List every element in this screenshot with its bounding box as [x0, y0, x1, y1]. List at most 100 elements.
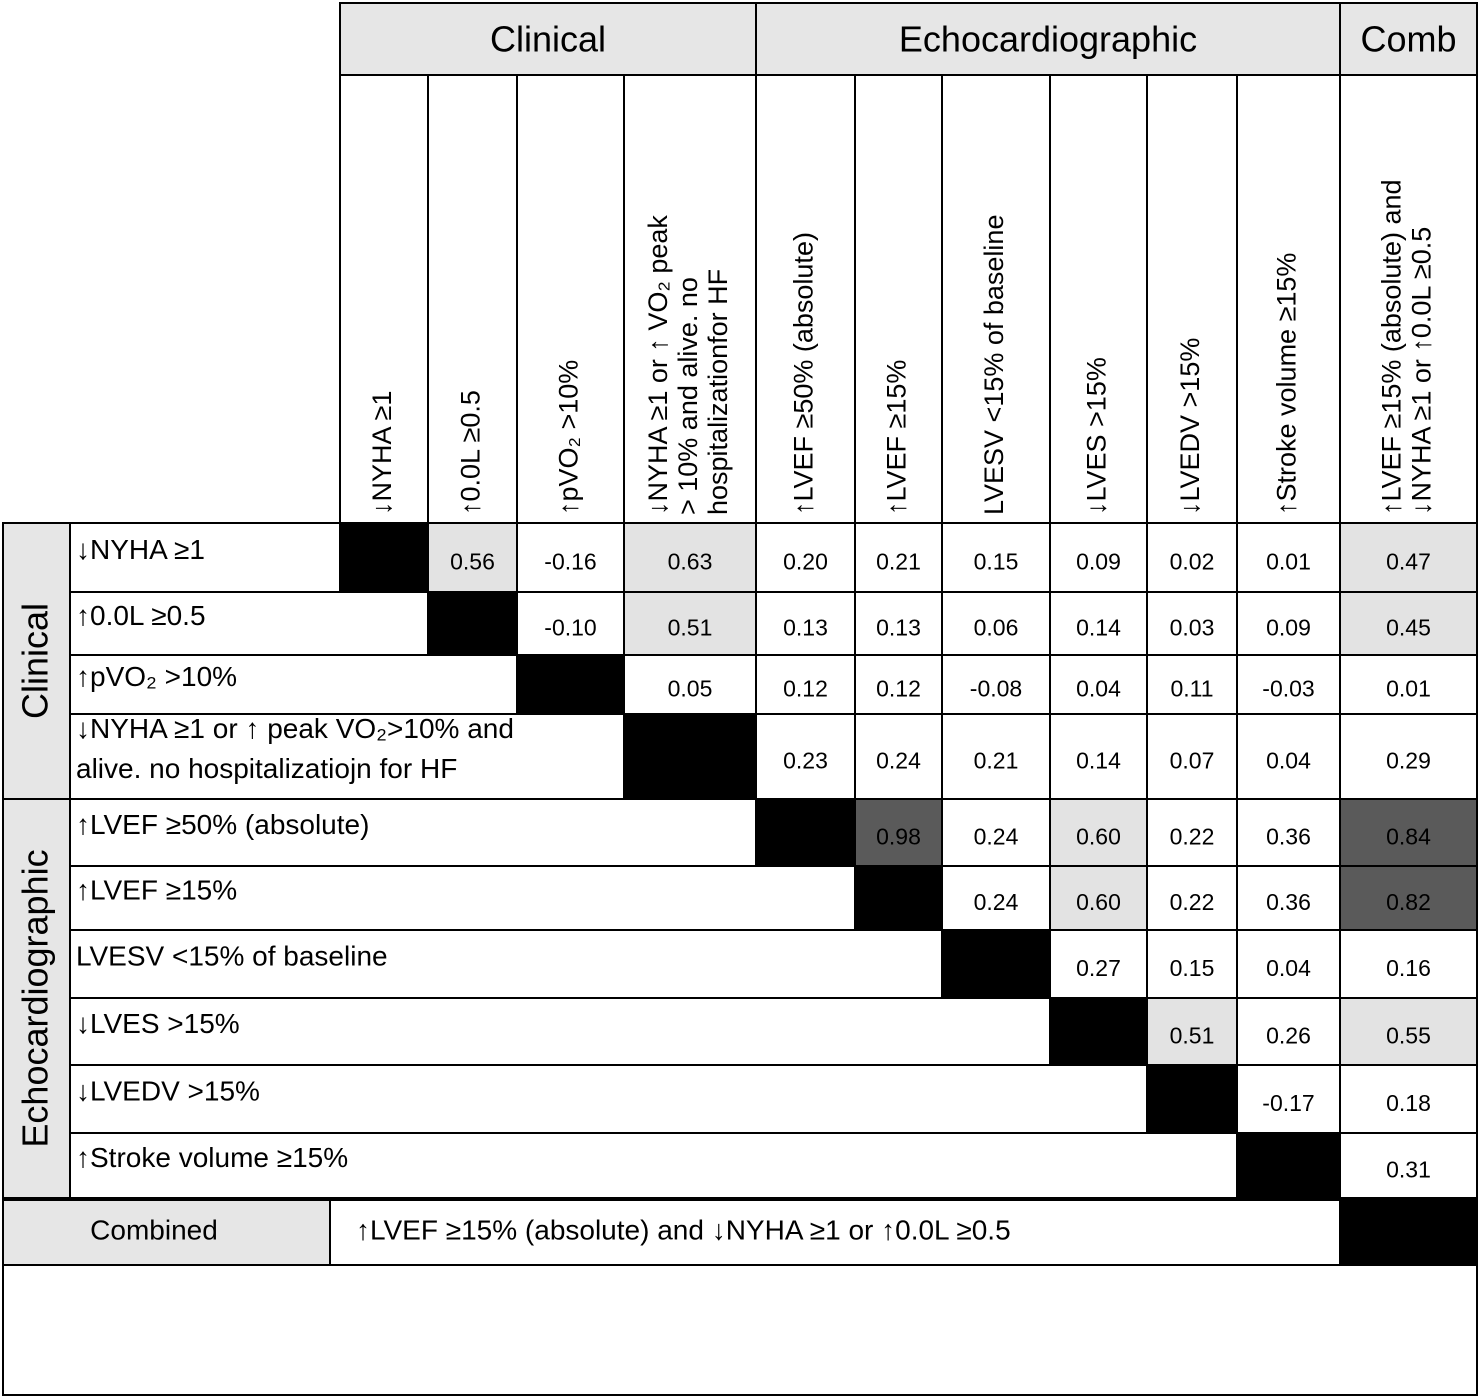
diagonal-cell [941, 929, 1051, 999]
combined-label: Combined [90, 1214, 218, 1245]
cell-value: 0.24 [876, 748, 921, 774]
cell-value: 0.21 [876, 549, 921, 575]
cell-value: 0.21 [974, 748, 1019, 774]
cell-value: 0.26 [1266, 1023, 1311, 1049]
column-group-label: Comb [1360, 19, 1456, 60]
column-header-label: ↑0.0L ≥0.5 [456, 390, 486, 515]
column-header-label: > 10% and alive. no [673, 277, 703, 515]
column-header-label: hospitalizationfor HF [703, 269, 733, 515]
value-cell [1236, 997, 1341, 1066]
cell-value: 0.05 [668, 676, 713, 702]
value-cell [755, 713, 856, 800]
column-group-header [755, 2, 1341, 76]
column-group-header [339, 2, 757, 76]
cell-value: 0.56 [450, 549, 495, 575]
row-label-box [69, 591, 429, 656]
row-group-header [2, 798, 71, 1199]
combined-label-box [2, 1199, 331, 1266]
cell-value: 0.27 [1076, 955, 1121, 981]
value-cell [1236, 713, 1341, 800]
value-cell [941, 654, 1051, 715]
diagonal-cell [854, 865, 943, 931]
cell-value: 0.84 [1386, 824, 1431, 850]
value-cell [1339, 713, 1478, 800]
row-label: LVESV <15% of baseline [76, 940, 388, 971]
cell-value: 0.03 [1170, 615, 1215, 641]
row-label-box [69, 713, 625, 800]
row-group-label: Echocardiographic [15, 849, 56, 1147]
column-header-label: ↑LVEF ≥15% [882, 360, 912, 515]
diagonal-cell [1049, 997, 1148, 1066]
cell-value: 0.04 [1266, 955, 1311, 981]
cell-value: 0.24 [974, 824, 1019, 850]
value-cell [1236, 591, 1341, 656]
cell-value: 0.11 [1170, 676, 1213, 702]
value-cell [1339, 1064, 1478, 1134]
value-cell [1049, 929, 1148, 999]
value-cell [1146, 798, 1238, 867]
cell-value: 0.13 [876, 615, 921, 641]
column-header [516, 74, 625, 524]
value-cell [1339, 865, 1478, 931]
column-header-label: LVESV <15% of baseline [979, 215, 1009, 515]
diagonal-cell [516, 654, 625, 715]
column-header-label: ↓NYHA ≥1 or ↑ VO₂ peak [643, 215, 673, 515]
row-label: ↓NYHA ≥1 [76, 534, 205, 565]
value-cell [1236, 865, 1341, 931]
cell-value: 0.07 [1170, 748, 1215, 774]
cell-value: 0.36 [1266, 824, 1311, 850]
cell-value: 0.29 [1386, 748, 1431, 774]
value-cell [1339, 654, 1478, 715]
value-cell [623, 522, 757, 593]
cell-value: 0.82 [1386, 889, 1431, 915]
cell-value: -0.16 [544, 549, 596, 575]
cell-value: 0.51 [1170, 1023, 1215, 1049]
row-label-box [69, 929, 943, 999]
column-group-label: Echocardiographic [899, 19, 1197, 60]
row-group-label: Clinical [15, 603, 56, 719]
cell-value: 0.45 [1386, 615, 1431, 641]
cell-value: 0.04 [1076, 676, 1121, 702]
cell-value: -0.10 [544, 615, 596, 641]
cell-value: 0.15 [1170, 955, 1215, 981]
cell-value: 0.13 [783, 615, 828, 641]
cell-value: -0.08 [970, 676, 1022, 702]
value-cell [1146, 929, 1238, 999]
cell-value: 0.60 [1076, 824, 1121, 850]
value-cell [1236, 1064, 1341, 1134]
value-cell [941, 713, 1051, 800]
combined-text: ↑LVEF ≥15% (absolute) and ↓NYHA ≥1 or ↑0… [356, 1214, 1011, 1245]
cell-value: 0.16 [1386, 955, 1431, 981]
cell-value: 0.98 [876, 824, 921, 850]
row-label: ↓LVEDV >15% [76, 1075, 260, 1106]
value-cell [1339, 798, 1478, 867]
value-cell [427, 522, 518, 593]
column-header [427, 74, 518, 524]
column-header-label: ↑LVEF ≥50% (absolute) [789, 232, 819, 515]
value-cell [1146, 997, 1238, 1066]
value-cell [755, 522, 856, 593]
cell-value: 0.23 [783, 748, 828, 774]
column-header-label: ↑Stroke volume ≥15% [1272, 253, 1302, 515]
row-label: ↑LVEF ≥15% [76, 874, 237, 905]
diagonal-cell [339, 522, 429, 593]
diagonal-cell [623, 713, 757, 800]
diagonal-cell [755, 798, 856, 867]
column-header-label: ↓LVEDV >15% [1175, 338, 1205, 515]
cell-value: 0.14 [1076, 748, 1121, 774]
value-cell [1049, 865, 1148, 931]
cell-value: -0.03 [1262, 676, 1314, 702]
value-cell [1339, 929, 1478, 999]
cell-value: 0.09 [1076, 549, 1121, 575]
diagonal-cell [1146, 1064, 1238, 1134]
cell-value: 0.12 [876, 676, 921, 702]
row-label: ↓LVES >15% [76, 1008, 240, 1039]
cell-value: 0.31 [1386, 1157, 1431, 1183]
value-cell [1339, 591, 1478, 656]
cell-value: 0.01 [1266, 549, 1311, 575]
value-cell [854, 798, 943, 867]
column-header [339, 74, 429, 524]
row-label: ↑Stroke volume ≥15% [76, 1142, 348, 1173]
value-cell [854, 713, 943, 800]
